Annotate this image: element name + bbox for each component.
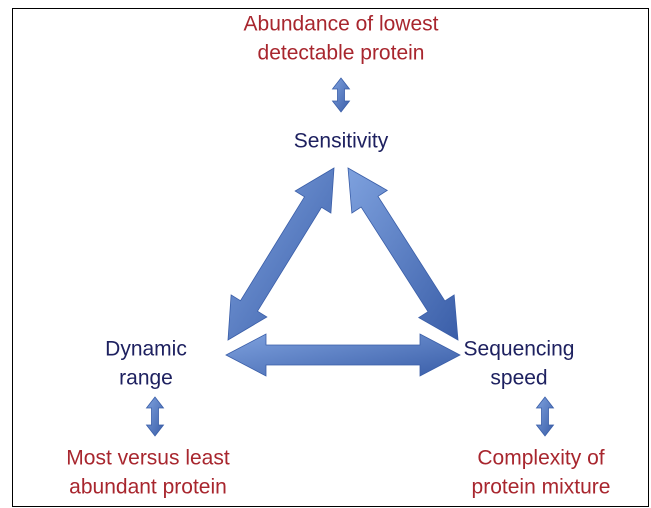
arrows bbox=[145, 77, 555, 437]
node-label: range bbox=[119, 367, 173, 390]
detail-text: detectable protein bbox=[258, 42, 425, 65]
detail-text: Abundance of lowest bbox=[244, 13, 439, 36]
node-label: Sequencing bbox=[464, 338, 575, 361]
double-arrow bbox=[145, 396, 165, 437]
node-label: speed bbox=[490, 367, 547, 390]
node-label: Dynamic bbox=[105, 338, 187, 361]
detail-text: Most versus least bbox=[66, 447, 230, 470]
double-arrow bbox=[535, 396, 555, 437]
frame bbox=[12, 8, 649, 507]
double-arrow bbox=[225, 333, 461, 377]
detail-text: protein mixture bbox=[472, 476, 611, 499]
double-arrow bbox=[347, 167, 459, 341]
double-arrow bbox=[331, 77, 351, 113]
detail-text: Complexity of bbox=[477, 447, 604, 470]
node-label: Sensitivity bbox=[294, 130, 389, 153]
double-arrow bbox=[227, 167, 335, 341]
detail-text: abundant protein bbox=[69, 476, 227, 499]
